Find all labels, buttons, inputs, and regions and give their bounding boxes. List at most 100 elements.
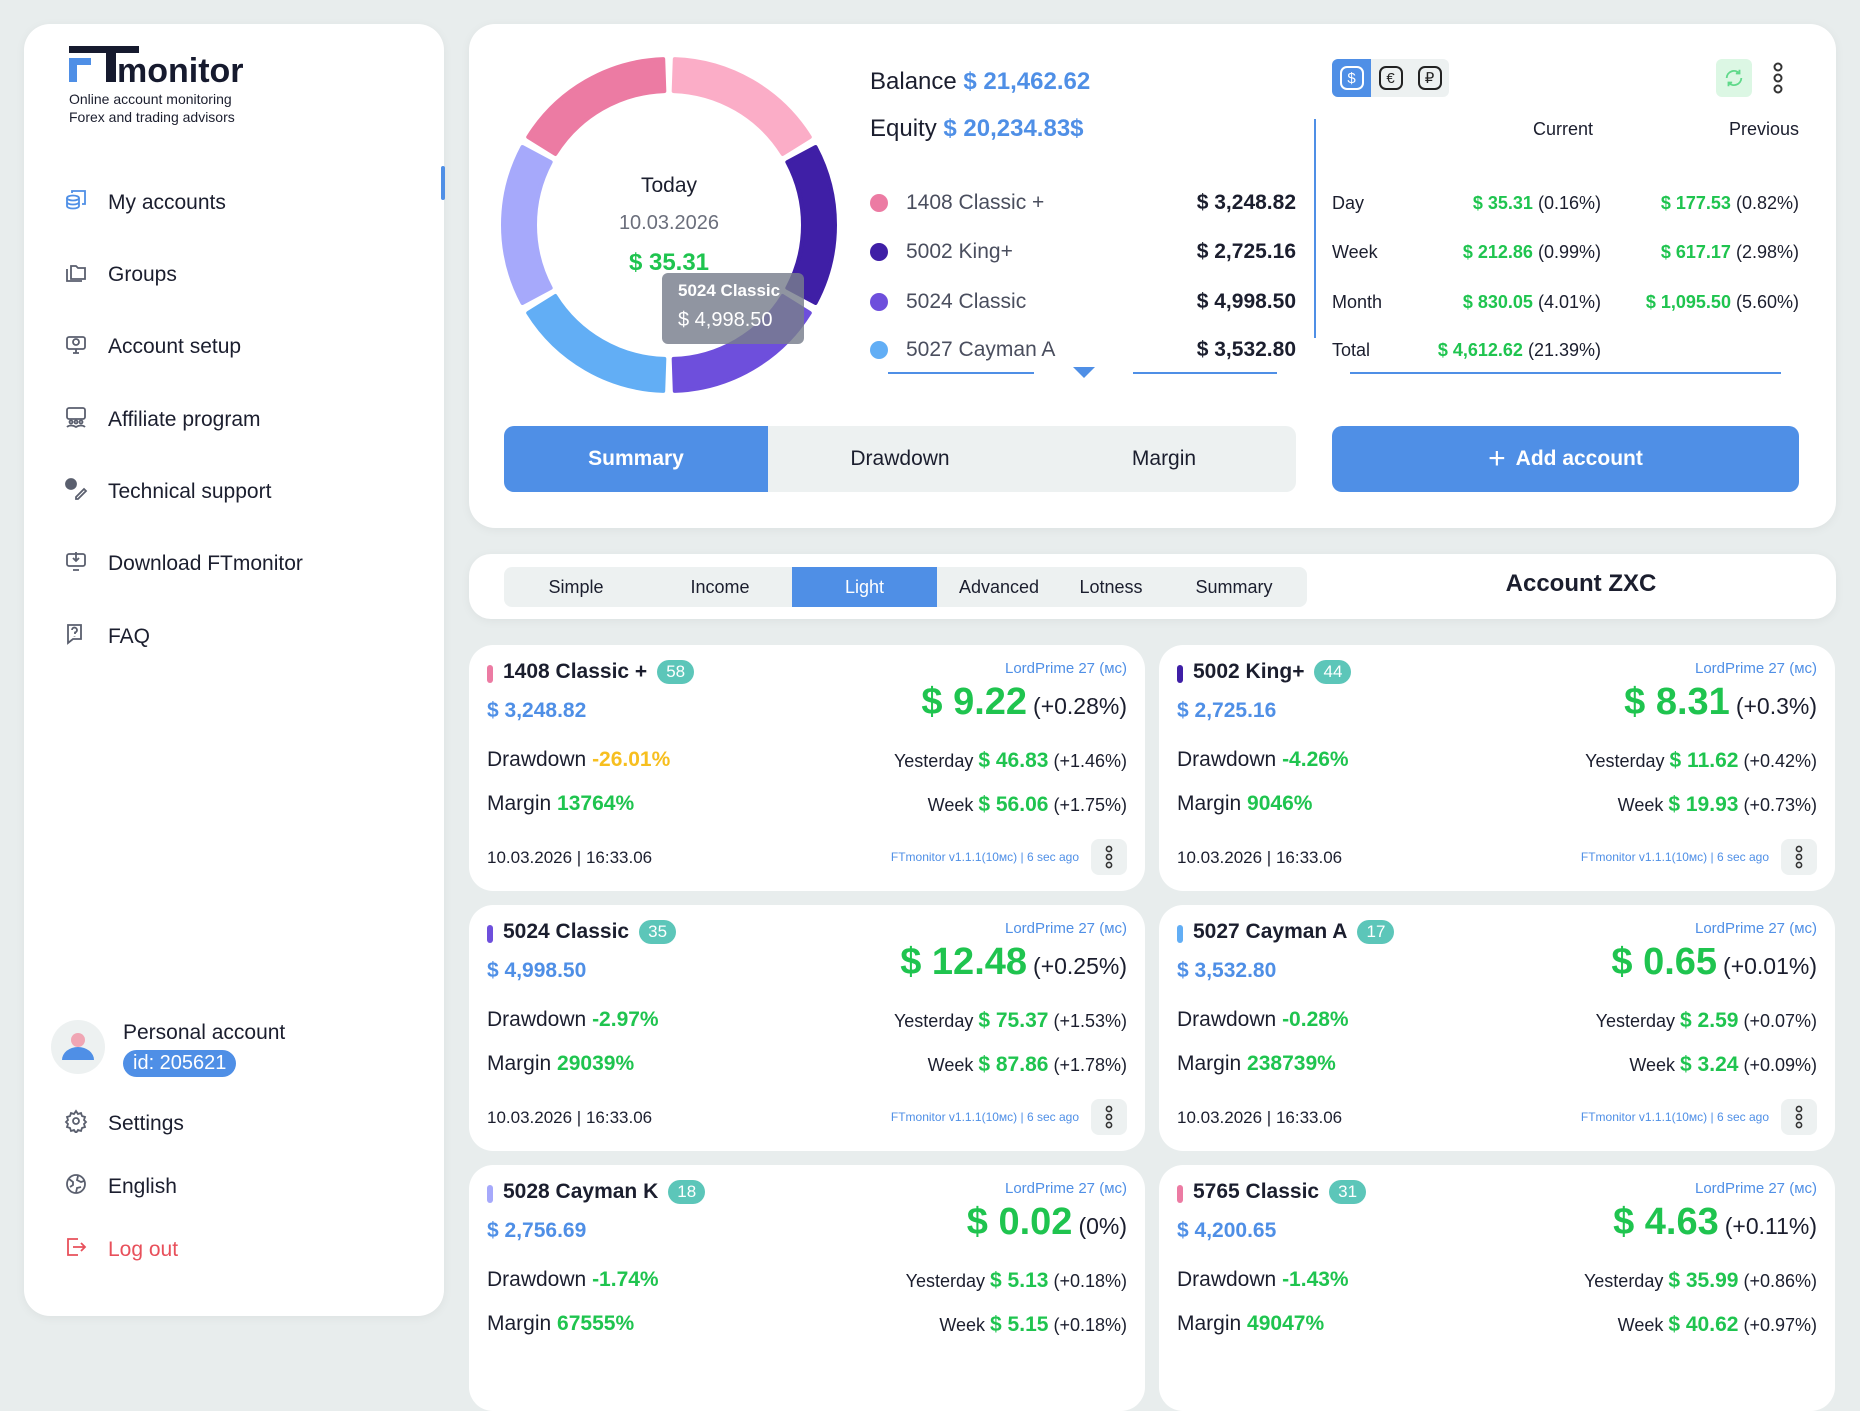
card-menu-button[interactable] — [1781, 839, 1817, 875]
donut-segment[interactable] — [526, 294, 667, 393]
stats-label: Day — [1332, 192, 1365, 213]
currency-button[interactable]: ₽ — [1410, 59, 1449, 97]
legend-item[interactable]: 5027 Cayman A $ 3,532.80 — [870, 335, 1296, 365]
account-card[interactable]: 5024 Classic 35 $ 4,998.50 LordPrime 27 (… — [469, 905, 1145, 1151]
card-menu-button[interactable] — [1091, 1099, 1127, 1135]
expand-arrow-icon[interactable] — [1073, 367, 1095, 378]
logo[interactable]: monitor — [69, 46, 269, 91]
sidebar-item-faq[interactable]: FAQ — [64, 617, 150, 657]
tab-income[interactable]: Income — [690, 576, 750, 597]
sidebar-item-account-setup[interactable]: Account setup — [64, 327, 241, 367]
legend-item[interactable]: 5024 Classic $ 4,998.50 — [870, 287, 1296, 317]
margin-value: 49047% — [1247, 1312, 1325, 1335]
yesterday-pct: (+0.18%) — [1053, 1271, 1127, 1291]
week-label: Week — [1617, 795, 1664, 815]
yesterday-value: $ 75.37 — [978, 1009, 1049, 1032]
legend-dot — [870, 341, 888, 359]
balance-value: $ 21,462.62 — [963, 68, 1091, 95]
personal-account-name[interactable]: Personal account — [123, 1021, 286, 1044]
segment-drawdown[interactable]: Drawdown — [850, 447, 950, 470]
tab-light[interactable]: Light — [792, 567, 937, 607]
download-icon — [64, 549, 88, 579]
version-info: FTmonitor v1.1.1(10мс) | 6 sec ago — [890, 1110, 1079, 1124]
week-pct: (+0.73%) — [1743, 795, 1817, 815]
yesterday-value: $ 5.13 — [990, 1269, 1049, 1292]
current-pct: (21.39%) — [1527, 339, 1601, 360]
sidebar-item-log-out[interactable]: Log out — [64, 1230, 178, 1270]
segment-margin[interactable]: Margin — [1131, 447, 1197, 470]
yesterday-label: Yesterday — [905, 1271, 986, 1291]
account-card[interactable]: 5027 Cayman A 17 $ 3,532.80 LordPrime 27 … — [1159, 905, 1835, 1151]
account-badge: 17 — [1357, 920, 1395, 944]
sidebar-item-groups[interactable]: Groups — [64, 255, 177, 295]
header-previous: Previous — [1728, 119, 1799, 139]
tab-simple[interactable]: Simple — [548, 576, 604, 597]
globe-icon — [64, 1172, 88, 1202]
margin-value: 13764% — [557, 792, 635, 815]
currency-button[interactable]: $ — [1332, 59, 1371, 97]
account-badge: 18 — [668, 1180, 706, 1204]
sidebar-item-label: Technical support — [108, 480, 272, 503]
yesterday-pct: (+0.07%) — [1743, 1011, 1817, 1031]
account-color-marker — [487, 1185, 493, 1203]
previous-pct: (5.60%) — [1735, 291, 1799, 312]
currency-icon: € — [1378, 66, 1403, 90]
previous-value: $ 1,095.50 — [1645, 291, 1731, 312]
sidebar-item-technical-support[interactable]: Technical support — [64, 472, 271, 512]
previous-value: $ 177.53 — [1660, 192, 1731, 213]
stats-row: Month $ 830.05 (4.01%) $ 1,095.50 (5.60%) — [1332, 287, 1799, 317]
account-color-marker — [487, 925, 493, 943]
tagline-line-1: Online account monitoring — [69, 91, 232, 107]
currency-button[interactable]: € — [1371, 59, 1410, 97]
account-badge: 58 — [657, 660, 695, 684]
currency-icon: ₽ — [1417, 66, 1442, 90]
stats-label: Month — [1332, 291, 1383, 312]
week-value: $ 3.24 — [1680, 1053, 1739, 1076]
today-profit: $ 0.02 — [966, 1201, 1073, 1243]
tab-advanced[interactable]: Advanced — [958, 576, 1040, 597]
yesterday-value: $ 2.59 — [1680, 1009, 1739, 1032]
divider — [1350, 372, 1781, 374]
card-menu-button[interactable] — [1091, 839, 1127, 875]
donut-segment[interactable] — [501, 145, 553, 305]
update-datetime: 10.03.2026 | 16:33.06 — [1177, 848, 1343, 867]
donut-segment[interactable] — [526, 57, 667, 156]
vertical-divider — [1314, 119, 1316, 338]
donut-segment[interactable] — [671, 57, 812, 156]
account-card[interactable]: 5002 King+ 44 $ 2,725.16 LordPrime 27 (мс… — [1159, 645, 1835, 891]
yesterday-value: $ 11.62 — [1669, 749, 1739, 772]
more-menu-button[interactable] — [1771, 62, 1785, 99]
week-label: Week — [1629, 1055, 1676, 1075]
sidebar-item-affiliate-program[interactable]: Affiliate program — [64, 400, 261, 440]
week-label: Week — [1617, 1315, 1664, 1335]
account-card[interactable]: 1408 Classic + 58 $ 3,248.82 LordPrime 27… — [469, 645, 1145, 891]
sidebar-item-label: FAQ — [108, 625, 151, 648]
avatar[interactable] — [51, 1020, 105, 1074]
donut-segment[interactable] — [785, 145, 837, 305]
card-menu-button[interactable] — [1781, 1099, 1817, 1135]
sidebar-item-download-ftmonitor[interactable]: Download FTmonitor — [64, 544, 303, 584]
account-server: LordPrime 27 (мс) — [1694, 660, 1817, 677]
legend-item[interactable]: 5002 King+ $ 2,725.16 — [870, 237, 1296, 267]
account-name: 5002 King+ — [1193, 660, 1305, 683]
sidebar: monitor Online account monitoring Forex … — [24, 24, 445, 1316]
legend-item[interactable]: 1408 Classic + $ 3,248.82 — [870, 188, 1296, 218]
tab-lotness[interactable]: Lotness — [1079, 576, 1143, 597]
week-label: Week — [927, 1055, 974, 1075]
segment-summary[interactable]: Summary — [504, 426, 768, 492]
yesterday-label: Yesterday — [1595, 1011, 1676, 1031]
sidebar-item-my-accounts[interactable]: My accounts — [64, 183, 226, 223]
account-card[interactable]: 5028 Cayman K 18 $ 2,756.69 LordPrime 27 … — [469, 1165, 1145, 1411]
tab-summary[interactable]: Summary — [1195, 576, 1273, 597]
header-current: Current — [1533, 119, 1594, 139]
refresh-button[interactable] — [1716, 59, 1752, 97]
view-tabs-bar: Simple Income Light Advanced Lotness Summary … — [469, 554, 1836, 619]
drawdown-value: -26.01% — [592, 748, 671, 771]
sidebar-item-settings[interactable]: Settings — [64, 1104, 184, 1144]
margin-value: 238739% — [1247, 1052, 1336, 1075]
current-value: $ 35.31 — [1472, 192, 1533, 213]
sidebar-item-english[interactable]: English — [64, 1167, 177, 1207]
add-account-button[interactable]: + Add account — [1332, 426, 1799, 492]
account-card[interactable]: 5765 Classic 31 $ 4,200.65 LordPrime 27 (… — [1159, 1165, 1835, 1411]
monitor-gear-icon — [64, 332, 88, 362]
